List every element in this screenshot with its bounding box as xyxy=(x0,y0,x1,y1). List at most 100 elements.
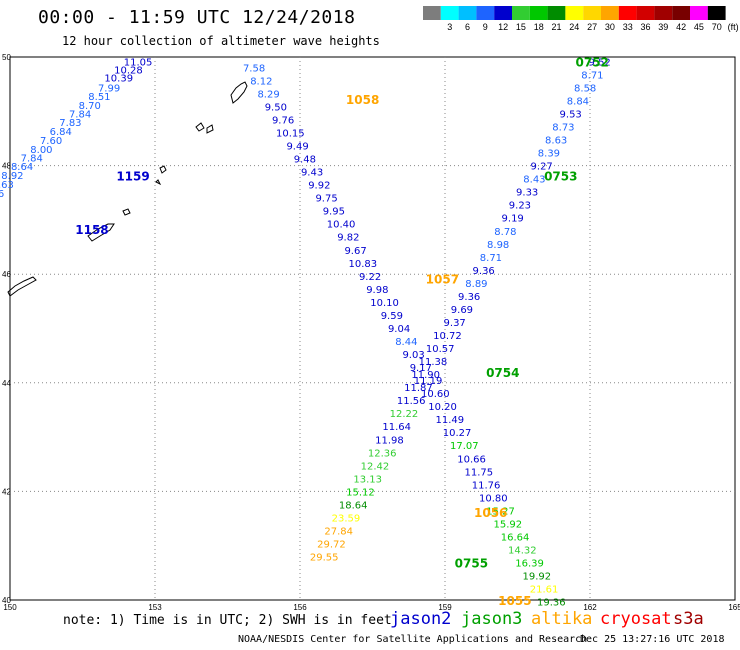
lat-tick-label: 46 xyxy=(2,270,11,279)
wave-height-label: 9.19 xyxy=(502,214,524,225)
wave-height-label: 17.07 xyxy=(450,441,479,452)
satellite-altika: altika xyxy=(531,609,593,629)
lon-tick-label: 159 xyxy=(438,603,452,612)
wave-height-label: 9.92 xyxy=(308,181,330,192)
wave-height-label: 16.39 xyxy=(515,559,544,570)
pass-time-label: 1159 xyxy=(116,169,149,183)
wave-height-label: 7.99 xyxy=(98,83,120,94)
wave-height-label: 8.43 xyxy=(523,175,545,186)
wave-height-label: 8.12 xyxy=(250,76,272,87)
wave-height-label: 9.82 xyxy=(337,233,359,244)
colorbar-tick-label: 27 xyxy=(587,22,597,32)
lat-tick-label: 42 xyxy=(2,487,11,496)
pass-time-label: 0752 xyxy=(576,55,609,69)
wave-height-label: 7.60 xyxy=(40,136,62,147)
wave-height-label: 8.44 xyxy=(395,337,417,348)
wave-height-label: 9.59 xyxy=(381,311,403,322)
coastline-kuril-4 xyxy=(87,223,115,242)
wave-height-label: 11.56 xyxy=(397,396,426,407)
coastline-kuril-2 xyxy=(195,122,214,134)
colorbar-tick-label: 45 xyxy=(694,22,704,32)
observation-layer: 11.0510.2810.397.998.518.707.847.836.847… xyxy=(0,55,611,608)
colorbar-swatch xyxy=(529,6,548,20)
footer-note: note: 1) Time is in UTC; 2) SWH is in fe… xyxy=(63,613,392,628)
wave-height-label: 7.58 xyxy=(243,63,265,74)
colorbar-swatch xyxy=(494,6,512,20)
wave-height-label: 9.37 xyxy=(444,318,466,329)
wave-height-label: 8.92 xyxy=(1,171,23,182)
wave-height-label: 11.05 xyxy=(124,57,153,68)
wave-height-label: 9.53 xyxy=(560,109,582,120)
wave-height-label: 9.76 xyxy=(272,115,294,126)
lon-tick-label: 162 xyxy=(583,603,597,612)
colorbar-tick-label: 24 xyxy=(569,22,579,32)
wave-height-label: 11.19 xyxy=(414,376,443,387)
wave-height-label: 19.36 xyxy=(537,598,566,609)
coastline-kuril-1 xyxy=(230,81,248,104)
coastline-kuril-3 xyxy=(122,165,167,216)
wave-height-label: 16.64 xyxy=(501,532,530,543)
colorbar-tick-label: 36 xyxy=(640,22,650,32)
colorbar-unit-label: (ft) xyxy=(728,22,739,32)
page-subtitle: 12 hour collection of altimeter wave hei… xyxy=(62,34,380,48)
wave-height-label: 9.36 xyxy=(458,292,480,303)
wave-height-label: 14.32 xyxy=(508,546,537,557)
wave-height-label: 8.29 xyxy=(257,89,279,100)
wave-height-label: 12.22 xyxy=(390,409,419,420)
satellite-jason3: jason3 xyxy=(461,609,523,629)
creation-timestamp: Dec 25 13:27:16 UTC 2018 xyxy=(580,634,725,645)
wave-height-label: 15.27 xyxy=(486,506,515,517)
wave-height-label: 10.15 xyxy=(276,128,305,139)
wave-height-label: 8.71 xyxy=(581,70,603,81)
colorbar-swatch xyxy=(636,6,655,20)
colorbar-tick-label: 6 xyxy=(465,22,470,32)
colorbar-swatch xyxy=(565,6,584,20)
page-title: 00:00 - 11:59 UTC 12/24/2018 xyxy=(38,7,356,28)
wave-height-label: 9.04 xyxy=(388,324,410,335)
wave-height-label: 13.13 xyxy=(353,474,382,485)
wave-height-label: 10.27 xyxy=(443,428,472,439)
lat-tick-label: 40 xyxy=(2,596,11,605)
lat-tick-label: 48 xyxy=(2,162,11,171)
wave-height-label: 8.63 xyxy=(545,136,567,147)
lon-tick-label: 150 xyxy=(3,603,17,612)
colorbar-tick-label: 15 xyxy=(516,22,526,32)
lon-tick-label: 156 xyxy=(293,603,307,612)
wave-height-label: 8.73 xyxy=(552,123,574,134)
satellite-s3a: s3a xyxy=(673,609,704,629)
wave-height-label: 10.60 xyxy=(421,389,450,400)
colorbar-tick-label: 3 xyxy=(447,22,452,32)
colorbar-swatch xyxy=(672,6,690,20)
wave-height-label: 10.20 xyxy=(428,402,457,413)
wave-height-label: 8.89 xyxy=(465,279,487,290)
colorbar-swatch xyxy=(458,6,477,20)
pass-time-label: 0755 xyxy=(455,557,488,571)
coastline xyxy=(7,81,248,297)
wave-height-label: 10.72 xyxy=(433,331,462,342)
colorbar-swatch xyxy=(618,6,637,20)
pass-time-label: 0753 xyxy=(544,169,577,183)
wave-height-label: 9.52 xyxy=(589,57,611,68)
wave-height-label: 15.92 xyxy=(494,519,523,530)
wave-height-label: 27.84 xyxy=(324,526,353,537)
wave-height-label: 29.72 xyxy=(317,540,346,551)
wave-height-label: 9.22 xyxy=(359,272,381,283)
wave-height-label: 9.48 xyxy=(294,155,316,166)
wave-height-label: 29.55 xyxy=(310,553,339,564)
wave-height-label: 8.70 xyxy=(79,101,101,112)
wave-height-label: 15.12 xyxy=(346,487,375,498)
colorbar-tick-label: 70 xyxy=(712,22,722,32)
wave-height-label: 8.96 xyxy=(0,189,4,200)
colorbar-tick-label: 39 xyxy=(658,22,668,32)
wave-height-label: 11.76 xyxy=(472,480,501,491)
wave-height-label: 11.49 xyxy=(436,415,465,426)
colorbar-tick-label: 12 xyxy=(498,22,508,32)
wave-height-label: 8.98 xyxy=(487,240,509,251)
wave-height-label: 11.64 xyxy=(382,422,411,433)
wave-height-label: 11.90 xyxy=(411,370,440,381)
pass-time-label: 1056 xyxy=(474,506,507,520)
wave-height-label: 10.39 xyxy=(104,74,133,85)
wave-height-label: 23.59 xyxy=(332,513,361,524)
wave-height-label: 8.84 xyxy=(567,96,589,107)
